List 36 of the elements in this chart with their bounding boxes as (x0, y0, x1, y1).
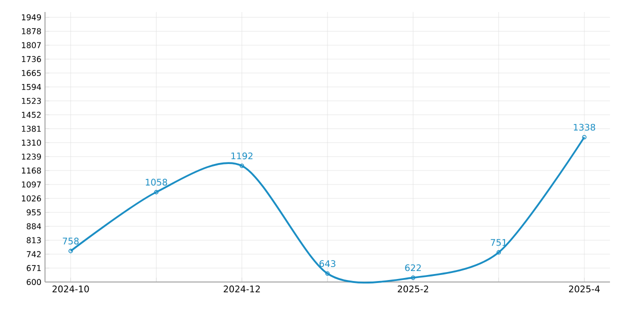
point (410, 275, 416, 280)
y-tick-label: 1736 (22, 56, 41, 62)
y-tick-label: 1097 (22, 181, 41, 188)
y-tick-label: 955 (26, 209, 41, 216)
y-tick-label: 884 (26, 223, 42, 230)
y-tick-label: 600 (26, 278, 41, 286)
y-tick-label: 1807 (22, 42, 41, 48)
data-label: 1338 (574, 124, 596, 131)
y-tick-label: 671 (26, 265, 41, 272)
y-tick-label: 742 (26, 251, 41, 258)
point (240, 164, 244, 168)
x-tick-label: 2024-10 (52, 286, 89, 292)
data-label: 1058 (146, 178, 168, 186)
y-tick-label: 1949 (22, 14, 41, 20)
y-tick-label: 1239 (22, 154, 41, 160)
y-tick-label: 1594 (22, 84, 42, 90)
x-tick-label: 2025-2 (398, 286, 428, 292)
data-label: 1192 (231, 152, 252, 160)
y-tick-label: 1310 (22, 140, 41, 146)
y-tick-label: 1026 (22, 195, 41, 202)
data-label: 758 (62, 238, 79, 244)
point (496, 250, 501, 255)
x-tick-label: 2025-4 (569, 286, 600, 292)
data-label: 643 (320, 260, 336, 268)
y-tick-label: 1878 (22, 28, 41, 34)
y-tick-label: 1168 (22, 168, 41, 174)
y-tick-label: 1665 (22, 70, 41, 76)
y-tick-label: 1381 (22, 126, 41, 132)
y-tick-label: 1523 (22, 98, 41, 104)
data-label: 622 (405, 264, 421, 272)
data-label: 751 (490, 239, 506, 246)
y-tick-label: 813 (26, 237, 41, 244)
y-tick-label: 1452 (22, 112, 41, 118)
point (154, 190, 158, 194)
point (325, 271, 330, 276)
x-tick-label: 2024-12 (224, 286, 260, 292)
